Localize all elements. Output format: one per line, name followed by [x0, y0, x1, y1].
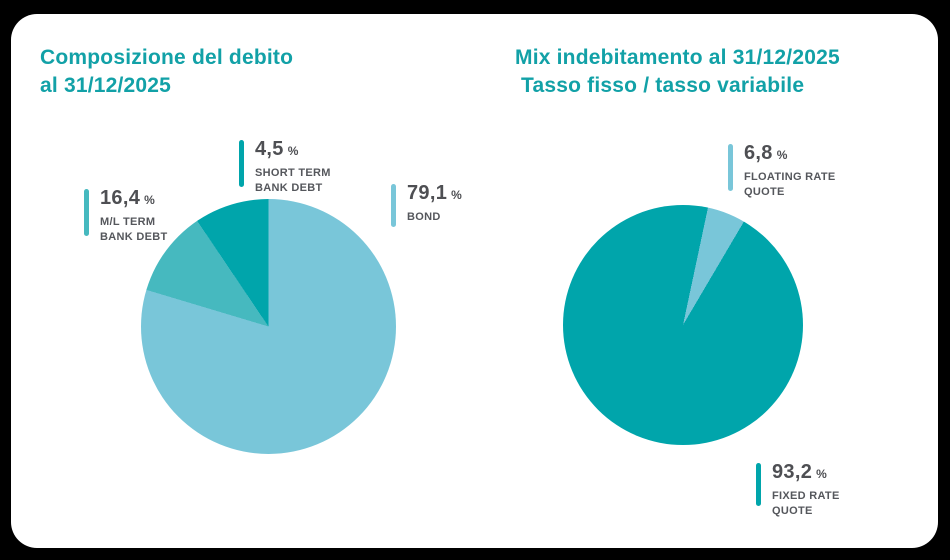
callout-color-bar — [756, 463, 761, 506]
callout-color-bar — [84, 189, 89, 236]
callout-short-term-bank-debt: 4,5% SHORT TERM BANK DEBT — [239, 138, 331, 196]
callout-color-bar — [391, 184, 396, 227]
left-chart-title-line1: Composizione del debito — [40, 46, 294, 69]
rate-mix-pie-chart — [563, 205, 803, 445]
callout-value: 93,2% — [772, 461, 828, 483]
left-chart-title-line2: al 31/12/2025 — [40, 74, 172, 97]
callout-label: FIXED RATE QUOTE — [772, 490, 840, 517]
callout-value: 79,1% — [407, 182, 463, 204]
right-chart-title-line2: Tasso fisso / tasso variabile — [521, 74, 805, 97]
right-chart-title-line1: Mix indebitamento al 31/12/2025 — [515, 46, 840, 69]
callout-value: 6,8% — [744, 142, 788, 164]
callout-value: 4,5% — [255, 138, 299, 160]
callout-label: BOND — [407, 211, 441, 223]
left-chart-title: Composizione del debito al 31/12/2025 — [40, 44, 293, 100]
right-chart-title: Mix indebitamento al 31/12/2025 Tasso fi… — [515, 44, 840, 100]
callout-value: 16,4% — [100, 187, 156, 209]
callout-fixed-rate-quote: 93,2% FIXED RATE QUOTE — [756, 461, 840, 519]
callout-color-bar — [239, 140, 244, 187]
callout-ml-term-bank-debt: 16,4% M/L TERM BANK DEBT — [84, 187, 167, 245]
debt-composition-pie-chart — [141, 199, 396, 454]
callout-label: FLOATING RATE QUOTE — [744, 171, 836, 198]
infographic-card: Composizione del debito al 31/12/2025 4,… — [11, 14, 938, 548]
callout-label: SHORT TERM BANK DEBT — [255, 167, 331, 194]
callout-color-bar — [728, 144, 733, 191]
callout-floating-rate-quote: 6,8% FLOATING RATE QUOTE — [728, 142, 835, 200]
callout-bond: 79,1% BOND — [391, 182, 463, 227]
callout-label: M/L TERM BANK DEBT — [100, 216, 168, 243]
